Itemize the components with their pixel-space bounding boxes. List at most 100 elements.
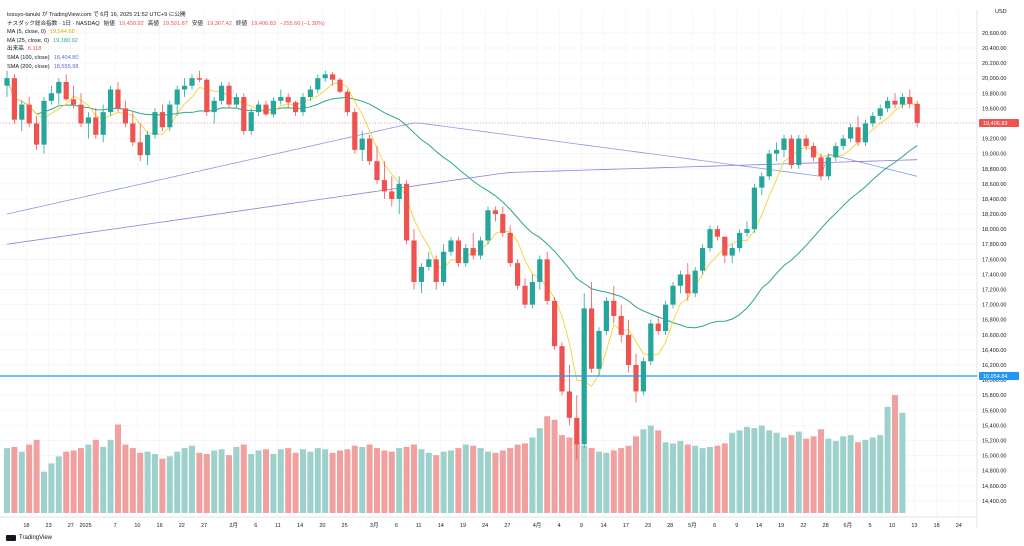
candle-body[interactable] (877, 108, 883, 116)
candle-body[interactable] (907, 97, 913, 104)
candle-body[interactable] (685, 274, 691, 294)
candle-body[interactable] (515, 263, 521, 286)
candle-body[interactable] (85, 117, 91, 124)
candle-body[interactable] (833, 146, 839, 158)
candle-body[interactable] (692, 270, 698, 294)
candle-body[interactable] (307, 89, 313, 98)
candle-body[interactable] (825, 157, 831, 177)
candle-body[interactable] (862, 123, 868, 143)
candle-body[interactable] (574, 417, 580, 445)
candle-body[interactable] (108, 89, 114, 113)
candle-body[interactable] (529, 281, 535, 305)
candle-body[interactable] (603, 300, 609, 332)
candle-body[interactable] (48, 93, 54, 101)
candle-body[interactable] (389, 191, 395, 199)
candle-body[interactable] (330, 74, 336, 80)
candle-body[interactable] (159, 112, 165, 128)
candle-body[interactable] (663, 304, 669, 332)
candle-body[interactable] (811, 146, 817, 158)
candle-body[interactable] (426, 259, 432, 267)
candle-body[interactable] (211, 100, 217, 113)
candle-body[interactable] (892, 100, 898, 105)
candle-body[interactable] (485, 210, 491, 241)
candle-body[interactable] (737, 232, 743, 249)
candle-body[interactable] (174, 89, 180, 105)
candle-body[interactable] (722, 236, 728, 256)
candle-body[interactable] (633, 365, 639, 392)
candle-body[interactable] (411, 240, 417, 282)
candle-body[interactable] (885, 100, 891, 109)
candle-body[interactable] (130, 123, 136, 143)
candle-body[interactable] (263, 104, 269, 115)
candle-body[interactable] (714, 229, 720, 237)
candle-body[interactable] (870, 115, 876, 124)
candle-body[interactable] (677, 274, 683, 286)
candle-body[interactable] (596, 331, 602, 369)
candle-body[interactable] (167, 104, 173, 128)
candle-body[interactable] (544, 259, 550, 301)
candle-body[interactable] (522, 285, 528, 305)
candle-body[interactable] (374, 161, 380, 181)
candle-body[interactable] (648, 323, 654, 362)
candle-body[interactable] (855, 127, 861, 143)
candle-body[interactable] (367, 138, 373, 162)
candle-body[interactable] (56, 81, 62, 94)
candle-body[interactable] (796, 138, 802, 165)
candle-body[interactable] (788, 138, 794, 165)
candle-body[interactable] (470, 248, 476, 256)
candle-body[interactable] (226, 85, 232, 105)
candle-body[interactable] (537, 259, 543, 282)
candle-body[interactable] (63, 81, 69, 100)
candle-body[interactable] (492, 210, 498, 215)
candle-body[interactable] (455, 240, 461, 264)
candle-body[interactable] (285, 97, 291, 103)
candle-body[interactable] (293, 102, 299, 113)
candle-body[interactable] (26, 104, 32, 124)
candle-body[interactable] (759, 176, 765, 188)
candle-body[interactable] (256, 104, 262, 113)
candle-body[interactable] (478, 240, 484, 256)
candle-body[interactable] (344, 91, 350, 113)
candle-body[interactable] (300, 97, 306, 113)
candle-body[interactable] (241, 97, 247, 132)
candle-body[interactable] (611, 300, 617, 316)
candle-body[interactable] (182, 85, 188, 90)
candle-body[interactable] (404, 183, 410, 241)
candle-body[interactable] (655, 323, 661, 332)
candle-body[interactable] (589, 308, 595, 369)
candle-body[interactable] (899, 97, 905, 105)
candle-body[interactable] (803, 138, 809, 147)
candle-body[interactable] (219, 85, 225, 101)
candle-body[interactable] (441, 251, 447, 282)
candle-body[interactable] (744, 229, 750, 233)
candle-body[interactable] (11, 78, 17, 120)
candle-body[interactable] (145, 134, 151, 156)
candle-body[interactable] (41, 100, 47, 145)
candle-body[interactable] (448, 240, 454, 252)
candle-body[interactable] (4, 78, 10, 86)
candle-body[interactable] (352, 112, 358, 150)
candle-body[interactable] (381, 180, 387, 192)
candle-body[interactable] (34, 123, 40, 145)
candle-body[interactable] (189, 78, 195, 86)
candle-body[interactable] (71, 99, 77, 105)
candle-body[interactable] (137, 142, 143, 156)
candle-body[interactable] (270, 100, 276, 115)
candle-body[interactable] (500, 214, 506, 233)
candle-body[interactable] (914, 103, 920, 123)
candle-body[interactable] (100, 112, 106, 135)
candle-body[interactable] (507, 232, 513, 264)
tradingview-watermark[interactable]: TradingView (6, 535, 52, 541)
candle-body[interactable] (766, 153, 772, 177)
candle-body[interactable] (707, 229, 713, 249)
candle-body[interactable] (359, 138, 365, 150)
candle-body[interactable] (433, 259, 439, 282)
candle-body[interactable] (248, 112, 254, 132)
candle-body[interactable] (774, 149, 780, 154)
candle-body[interactable] (93, 117, 99, 135)
candle-body[interactable] (751, 187, 757, 230)
candle-body[interactable] (418, 266, 424, 282)
candle-body[interactable] (233, 97, 239, 105)
candle-body[interactable] (396, 183, 402, 199)
